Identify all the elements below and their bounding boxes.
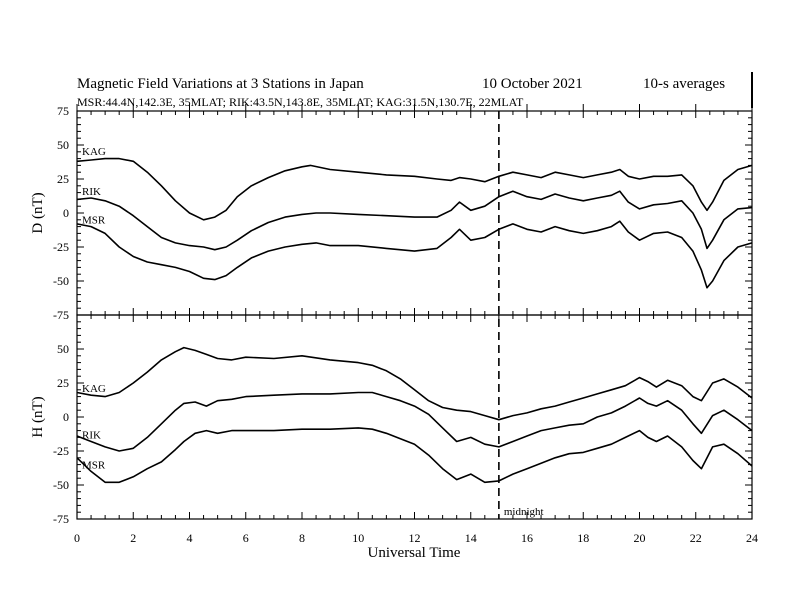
d-panel-frame <box>76 110 753 316</box>
x-tick-label: 12 <box>409 531 421 545</box>
series-line-kag-top <box>76 157 753 221</box>
figure-title: Magnetic Field Variations at 3 Stations … <box>77 76 364 92</box>
series-line-rik-bottom <box>76 391 753 452</box>
y-tick-label: -25 <box>53 240 69 254</box>
figure-date: 10 October 2021 <box>482 76 583 92</box>
series-line-msr-bottom <box>76 427 753 484</box>
x-tick-label: 2 <box>130 531 136 545</box>
y-tick-label: 50 <box>57 138 69 152</box>
y-tick-label: -50 <box>53 274 69 288</box>
midnight-label: midnight <box>504 506 544 518</box>
y-tick-label: 75 <box>57 104 69 118</box>
x-tick-label: 8 <box>299 531 305 545</box>
y-tick-label: -75 <box>53 308 69 322</box>
series-line-msr-top <box>76 220 753 289</box>
x-tick-label: 16 <box>521 531 533 545</box>
y-tick-label: 0 <box>63 410 69 424</box>
x-tick-label: 10 <box>352 531 364 545</box>
series-label-msr: MSR <box>82 215 106 227</box>
data-series: KAG RIK MSR KAG RIK MSR <box>76 146 753 484</box>
x-tick-label: 6 <box>243 531 249 545</box>
y-tick-label: 0 <box>63 206 69 220</box>
y-tick-label: 25 <box>57 172 69 186</box>
y-tick-label: -50 <box>53 478 69 492</box>
x-tick-label: 22 <box>690 531 702 545</box>
series-line-rik-top <box>76 190 753 251</box>
h-panel-frame <box>76 314 753 520</box>
series-label-rik: RIK <box>82 429 101 441</box>
h-panel-ylabel: H (nT) <box>30 396 46 437</box>
x-tick-label: 14 <box>465 531 477 545</box>
x-tick-label: 4 <box>187 531 193 545</box>
series-label-msr: MSR <box>82 459 106 471</box>
y-tick-label: 50 <box>57 342 69 356</box>
series-label-kag: KAG <box>82 146 106 158</box>
y-tick-label: 25 <box>57 376 69 390</box>
series-line-kag-bottom <box>76 346 753 421</box>
axes-ticks: 0 2 4 6 8 10 12 14 16 18 20 22 247550250-25-50-75502… <box>53 104 758 545</box>
x-axis-label: Universal Time <box>368 545 461 561</box>
d-panel-ylabel: D (nT) <box>30 192 46 233</box>
x-tick-label: 18 <box>577 531 589 545</box>
y-tick-label: -25 <box>53 444 69 458</box>
x-tick-label: 20 <box>634 531 646 545</box>
x-tick-label: 24 <box>746 531 758 545</box>
series-label-rik: RIK <box>82 186 101 198</box>
x-tick-label: 0 <box>74 531 80 545</box>
y-tick-label: -75 <box>53 512 69 526</box>
stations-subtitle: MSR:44.4N,142.3E, 35MLAT; RIK:43.5N,143.… <box>77 95 524 109</box>
series-label-kag: KAG <box>82 383 106 395</box>
averaging-note: 10-s averages <box>643 76 725 92</box>
